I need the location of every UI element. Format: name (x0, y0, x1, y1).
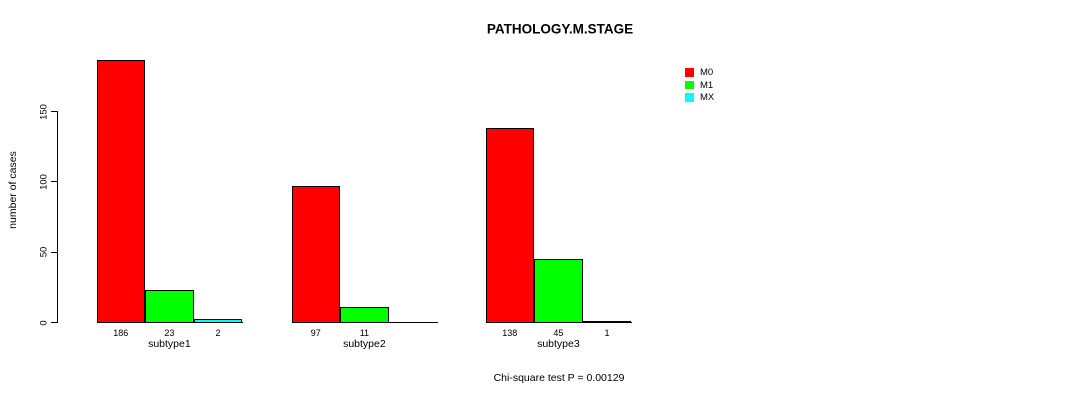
x-category-label-subtype2: subtype2 (343, 338, 386, 350)
bar-subtype3-M0 (485, 127, 535, 323)
bar-subtype1-M1 (145, 289, 194, 323)
bar-value-label: 45 (553, 328, 564, 338)
bar-subtype3-M1 (534, 258, 583, 323)
y-axis-tick-label: 0 (38, 319, 50, 326)
legend-row-M1: M1 (685, 79, 714, 91)
x-category-label-subtype1: subtype1 (148, 338, 191, 350)
bar-subtype2-M1 (340, 306, 389, 323)
bar-value-label: 186 (113, 328, 129, 338)
legend-row-MX: MX (685, 93, 714, 102)
legend-label-M0: M0 (700, 67, 714, 78)
y-axis-tick-label: 50 (38, 246, 50, 258)
bar-subtype3-MX (582, 320, 632, 323)
y-axis-tick (51, 181, 57, 183)
chart-title: PATHOLOGY.M.STAGE (486, 21, 634, 37)
bar-subtype1-M0 (96, 60, 146, 323)
legend-swatch-M1 (685, 80, 694, 90)
bar-value-label: 1 (604, 328, 610, 338)
bar-value-label: 11 (359, 328, 370, 338)
bar-subtype1-MX (193, 319, 243, 323)
y-axis-line (57, 111, 58, 323)
legend-swatch-M0 (685, 68, 694, 77)
x-category-label-subtype3: subtype3 (537, 338, 580, 350)
bar-value-label: 2 (215, 328, 221, 338)
bar-value-label: 97 (310, 328, 321, 338)
legend-swatch-MX (685, 93, 694, 102)
y-axis-tick (51, 111, 57, 112)
y-axis-tick (51, 251, 57, 253)
bar-value-label: 23 (164, 328, 175, 338)
bar-value-label: 138 (502, 328, 518, 338)
legend-label-M1: M1 (700, 79, 714, 91)
bar-subtype2-M0 (291, 185, 341, 323)
y-axis-tick-label: 100 (38, 173, 50, 190)
legend-row-M0: M0 (685, 68, 713, 77)
legend-label-MX: MX (700, 92, 715, 103)
chi-square-note: Chi-square test P = 0.00129 (493, 372, 625, 384)
y-axis-tick-label: 150 (38, 103, 50, 120)
y-axis-tick (51, 322, 57, 323)
